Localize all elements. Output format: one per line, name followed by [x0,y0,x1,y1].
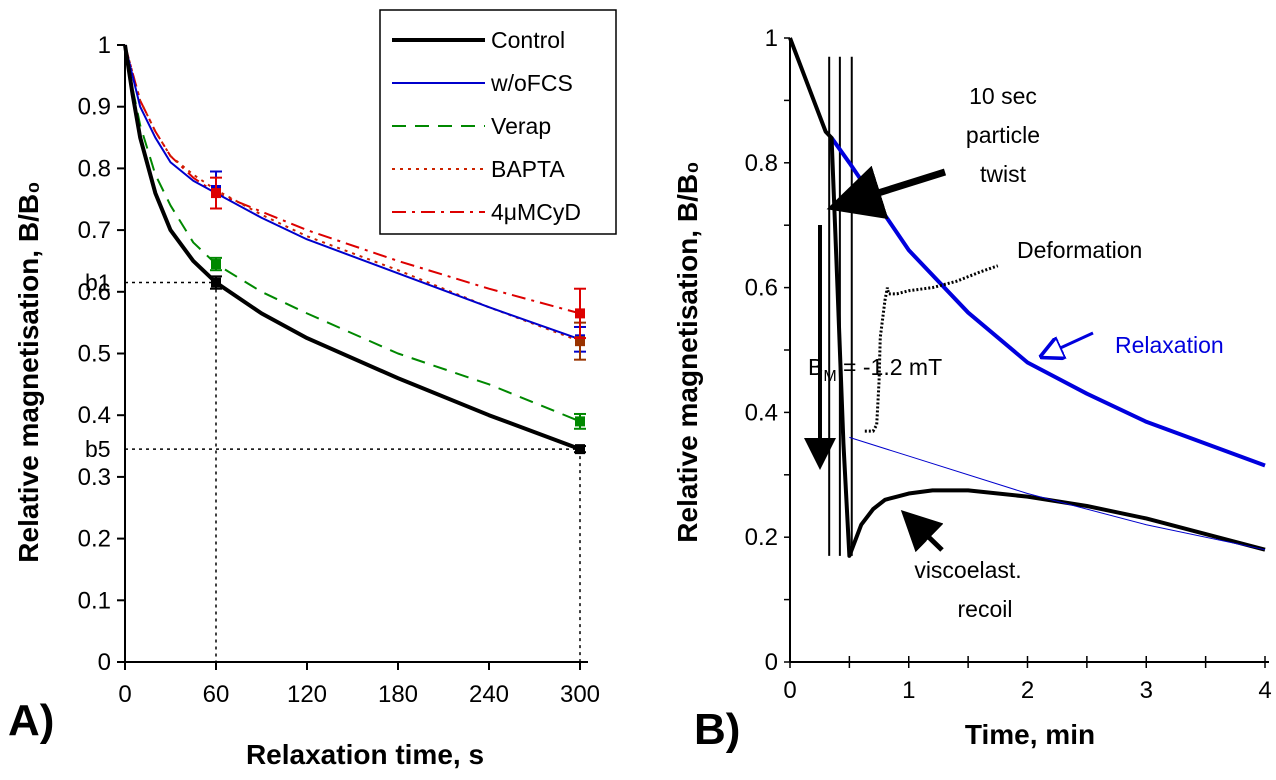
panel-a-y-tick-label: 0.1 [78,587,111,614]
twist-label-1: 10 sec [969,83,1037,109]
panel-a-x-tick-label: 0 [118,681,131,708]
panel-b-y-tick-label: 0.8 [745,150,778,177]
data-marker [211,277,221,288]
panel-b-x-tick-label: 1 [902,677,915,704]
legend-label: BAPTA [491,156,565,182]
data-marker [575,308,585,319]
panel-a-y-tick-label: 0.9 [78,94,111,121]
legend-label: w/oFCS [490,70,573,96]
panel-a-error-bars [210,170,586,455]
panel-a-y-ticks: 0 0.1 0.2 0.3 0.4 0.5 0.6 0.7 0.8 0.9 1 [78,32,125,676]
relaxation-label: Relaxation [1115,332,1224,358]
legend-label: Control [491,27,565,53]
panel-a-x-tick-label: 120 [287,681,327,708]
series-line-4-mcyd [124,44,581,315]
twist-label-3: twist [980,161,1027,187]
data-marker [575,336,585,347]
panel-a: 0 60 120 180 240 300 0 0.1 0.2 0.3 0.4 0.5 0.6 0.7 0.… [8,9,617,770]
relaxation-arrow [1045,331,1094,355]
panel-a-x-axis-label: Relaxation time, s [246,739,484,770]
panel-a-y-tick-label: 1 [98,32,111,59]
twist-label-2: particle [966,122,1040,148]
panel-a-x-tick-label: 240 [469,681,509,708]
panel-a-y-axis-label-text: Relative magnetisation, B/B₀ [13,181,44,562]
panel-a-x-tick-label: 60 [203,681,230,708]
bm-label: BM = -1.2 mT [808,354,942,385]
recoil-label-2: recoil [958,596,1013,622]
panel-b-x-tick-label: 0 [783,677,796,704]
deformation-trace [864,264,999,433]
panel-b-x-ticks: 0 1 2 3 4 [783,656,1272,704]
legend-label: Verap [491,113,551,139]
panel-a-x-tick-label: 300 [560,681,600,708]
panel-b-label: B) [694,705,740,754]
panel-a-y-tick-label: 0.2 [78,526,111,553]
panel-a-guides [125,281,581,662]
legend-label: 4μMCyD [491,199,581,225]
panel-b-y-axis-label-text: Relative magnetisation, B/B₀ [672,161,703,542]
panel-b-x-tick-label: 3 [1140,677,1153,704]
panel-a-label: A) [8,696,54,745]
panel-a-series [123,44,581,452]
annotation-b1: b1 [85,270,111,296]
series-line-w-ofcs [124,44,581,341]
bm-value: = -1.2 mT [837,354,942,380]
series-line-bapta [124,44,581,343]
panel-b: 0 1 2 3 4 0 0.2 0.4 0.6 0.8 1 Relative magnetisat… [672,25,1272,754]
annotation-b5: b5 [85,436,111,462]
panel-b-y-tick-label: 1 [765,25,778,52]
panel-b-x-tick-label: 4 [1258,677,1271,704]
data-marker [211,259,221,270]
panel-b-y-tick-label: 0 [765,649,778,676]
data-marker [575,444,585,455]
panel-b-y-tick-label: 0.4 [745,399,778,426]
panel-b-series [788,37,1266,558]
data-marker [575,416,585,427]
panel-b-x-tick-label: 2 [1021,677,1034,704]
panel-b-y-axis-label: Relative magnetisation, B/B₀ [672,161,703,542]
panel-b-y-tick-label: 0.6 [745,275,778,302]
twist-arrow [826,165,947,220]
series-line-control [123,44,581,452]
bm-subscript: M [823,368,836,385]
deformation-label: Deformation [1017,237,1142,263]
panel-a-y-tick-label: 0.4 [78,402,111,429]
panel-a-y-axis-label: Relative magnetisation, B/B₀ [13,181,44,562]
series-line-baseline [849,436,1266,551]
panel-a-y-tick-label: 0.7 [78,217,111,244]
panel-a-x-ticks: 0 60 120 180 240 300 [118,662,600,708]
panel-a-y-tick-label: 0.5 [78,341,111,368]
panel-b-vertical-lines [828,56,853,556]
legend-box [379,9,617,235]
data-marker [211,188,221,199]
recoil-arrow [900,510,944,553]
panel-a-legend: Control w/oFCS Verap BAPTA 4μMCyD [379,9,617,235]
legend-items: Control w/oFCS Verap BAPTA 4μMCyD [392,27,581,225]
panel-b-x-axis-label: Time, min [965,719,1095,750]
panel-a-y-tick-label: 0.3 [78,464,111,491]
series-line-response [788,37,1266,558]
panel-b-y-ticks: 0 0.2 0.4 0.6 0.8 1 [745,25,790,676]
panel-a-y-tick-label: 0.8 [78,155,111,182]
panel-a-x-tick-label: 180 [378,681,418,708]
recoil-label-1: viscoelast. [914,557,1021,583]
panel-a-y-tick-label: 0.6 [78,279,111,306]
panel-a-annotations: b1 b5 [85,270,111,463]
panel-a-y-tick-label: 0 [98,649,111,676]
panel-b-y-tick-label: 0.2 [745,524,778,551]
